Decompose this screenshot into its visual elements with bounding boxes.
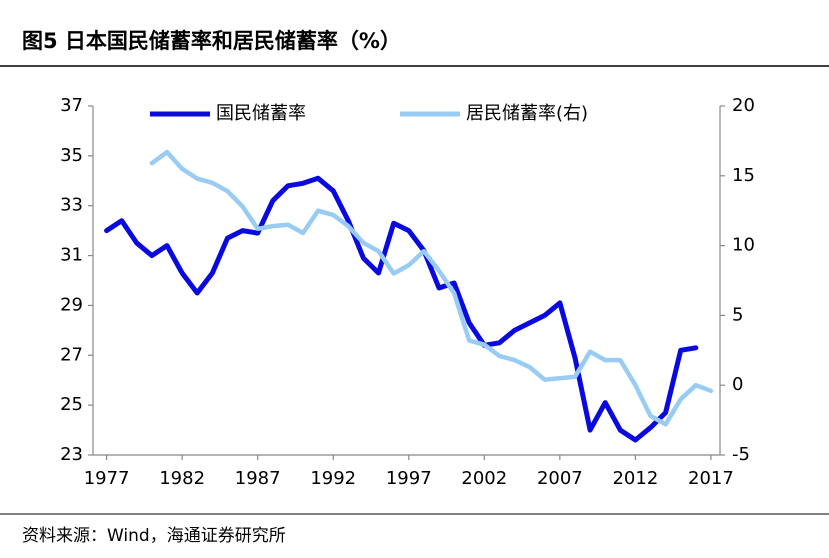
legend-label: 国民储蓄率 <box>216 103 306 124</box>
y-tick-label: 37 <box>60 95 83 116</box>
y-tick-label: 35 <box>60 145 83 166</box>
y-tick-label: 25 <box>60 394 83 415</box>
source: 资料来源：Wind，海通证券研究所 <box>22 526 286 546</box>
y2-tick-label: 15 <box>732 165 755 186</box>
y2-tick-label: 0 <box>732 374 743 395</box>
series-line <box>104 175 699 443</box>
chart-title: 图5 日本国民储蓄率和居民储蓄率（%） <box>22 29 401 53</box>
x-tick-label: 2002 <box>461 468 507 489</box>
x-tick-label: 1992 <box>310 468 356 489</box>
x-tick-label: 2012 <box>612 468 658 489</box>
y-tick-label: 27 <box>60 344 83 365</box>
y-tick-label: 23 <box>60 444 83 465</box>
y2-tick-label: -5 <box>732 444 750 465</box>
x-tick-label: 1997 <box>386 468 432 489</box>
y-tick-label: 33 <box>60 195 83 216</box>
series-line <box>149 149 714 427</box>
x-tick-label: 2017 <box>688 468 734 489</box>
y-tick-label: 29 <box>60 294 83 315</box>
y2-tick-label: 5 <box>732 304 743 325</box>
y2-tick-label: 10 <box>732 235 755 256</box>
legend-label: 居民储蓄率(右) <box>466 103 588 124</box>
x-tick-label: 2007 <box>537 468 583 489</box>
x-tick-label: 1987 <box>235 468 281 489</box>
x-tick-label: 1977 <box>84 468 130 489</box>
y2-tick-label: 20 <box>732 95 755 116</box>
y-tick-label: 31 <box>60 245 83 266</box>
x-tick-label: 1982 <box>159 468 205 489</box>
